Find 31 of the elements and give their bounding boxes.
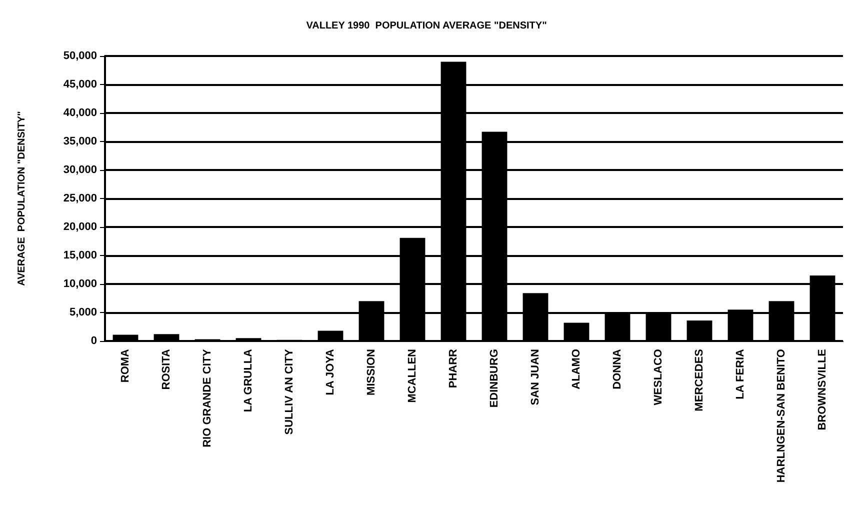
x-tick-label: LA FERIA — [734, 348, 746, 400]
y-tick-label: 5,000 — [69, 306, 97, 318]
y-tick-label: 25,000 — [63, 192, 97, 204]
y-tick-label: 20,000 — [63, 221, 97, 233]
x-tick-label: ROSITA — [160, 348, 172, 390]
x-tick-label: MISSION — [366, 348, 378, 396]
y-tick-label: 0 — [90, 335, 97, 347]
x-tick-label: BROWNSVILLE — [816, 349, 828, 430]
y-tick-label: 10,000 — [63, 278, 97, 290]
x-tick-label: PHARR — [448, 348, 460, 388]
x-tick-label: EDINBURG — [488, 349, 500, 408]
x-tick-label: MCALLEN — [406, 348, 418, 403]
x-tick-label: LA GRULLA — [242, 348, 254, 412]
x-tick-label: WESLACO — [652, 348, 664, 406]
y-tick-label: 35,000 — [63, 136, 97, 148]
y-tick-label: 15,000 — [63, 250, 97, 262]
x-tick-label: RIO GRANDE CITY — [202, 348, 214, 448]
x-tick-label: MERCEDES — [694, 349, 706, 412]
y-tick-label: 50,000 — [63, 50, 97, 62]
x-tick-label: SULLIV AN CITY — [284, 348, 296, 435]
y-tick-label: 40,000 — [63, 107, 97, 119]
x-tick-label: LA JOYA — [324, 348, 336, 396]
x-tick-label: HARLNGEN-SAN BENITO — [776, 348, 788, 483]
y-tick-label: 45,000 — [63, 78, 97, 90]
x-tick-label: ROMA — [120, 348, 132, 383]
y-tick-label: 30,000 — [63, 164, 97, 176]
y-axis-title: AVERAGE POPULATION "DENSITY" — [16, 110, 28, 286]
x-tick-label: SAN JUAN — [530, 348, 542, 406]
chart-title: VALLEY 1990 POPULATION AVERAGE "DENSITY" — [306, 20, 548, 32]
x-tick-label: ALAMO — [570, 348, 582, 390]
x-tick-label: DONNA — [612, 348, 624, 390]
